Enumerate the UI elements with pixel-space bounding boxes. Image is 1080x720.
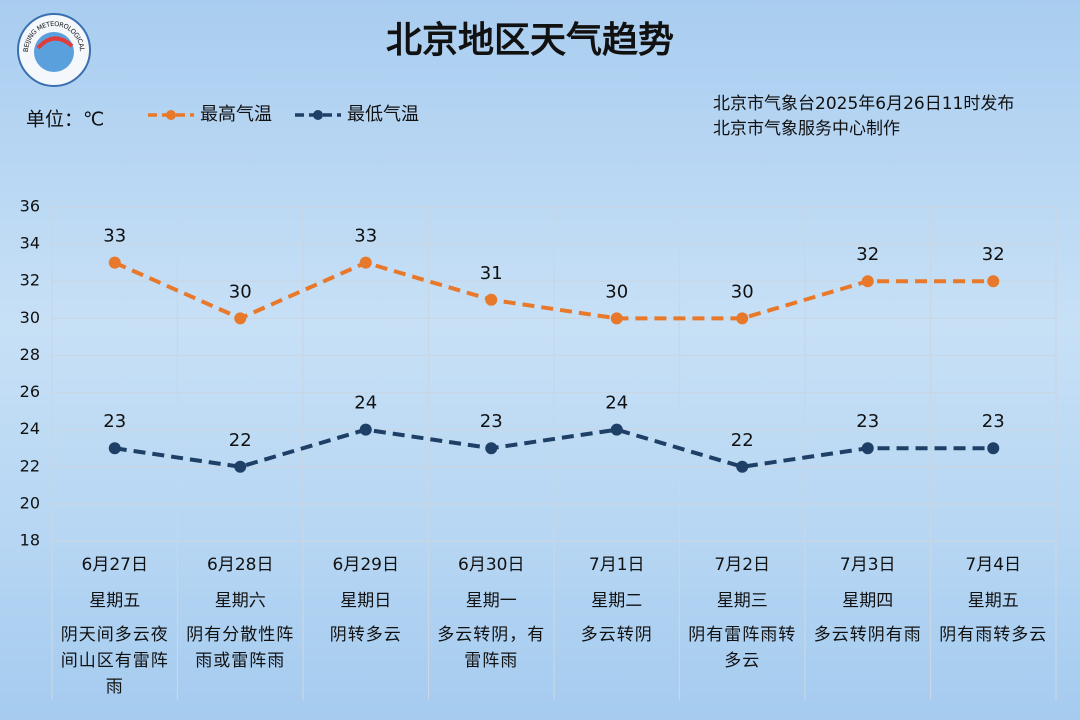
y-tick-label: 22	[20, 456, 40, 475]
y-tick-label: 20	[20, 493, 40, 512]
series-marker	[108, 256, 121, 269]
series-marker	[359, 423, 372, 436]
data-label: 23	[856, 411, 879, 432]
series-marker	[610, 312, 623, 325]
weather-cell: 多云转阴有雨	[813, 625, 922, 645]
y-tick-label: 24	[20, 419, 40, 438]
y-tick-label: 30	[20, 308, 40, 327]
x-tick-label: 6月29日	[333, 555, 399, 575]
chart-title: 北京地区天气趋势	[386, 19, 674, 61]
x-tick-label: 6月27日	[82, 555, 148, 575]
weekday-label: 星期三	[717, 591, 768, 611]
data-label: 23	[982, 411, 1005, 432]
legend-label: 最高气温	[200, 104, 272, 125]
weather-cell: 多云转阴，有雷阵雨	[437, 625, 546, 671]
weather-cell: 阴转多云	[329, 625, 402, 645]
x-tick-label: 7月2日	[714, 555, 770, 575]
data-label: 24	[354, 393, 377, 414]
y-tick-label: 26	[20, 382, 40, 401]
weekday-label: 星期一	[466, 591, 517, 611]
logo: BEIJING METEOROLOGICAL SERVICE	[0, 0, 91, 87]
weekday-label: 星期日	[340, 591, 391, 611]
weather-text: 阴有分散性阵雨或雷阵雨	[186, 625, 295, 671]
series-marker	[861, 275, 874, 288]
weather-text: 阴有雨转多云	[939, 625, 1048, 645]
weather-text: 多云转阴	[580, 625, 653, 645]
data-label: 31	[480, 263, 503, 284]
y-tick-label: 34	[20, 234, 40, 253]
series-marker	[485, 293, 498, 306]
data-label: 24	[605, 393, 628, 414]
issuer: 北京市气象台2025年6月26日11时发布	[713, 94, 1014, 114]
legend-label: 最低气温	[347, 104, 419, 125]
y-tick-label: 32	[20, 271, 40, 290]
weather-text: 阴有雷阵雨转多云	[688, 625, 797, 671]
series-line	[114, 427, 994, 469]
weather-cell: 多云转阴	[580, 625, 653, 645]
weather-text: 阴转多云	[329, 625, 402, 645]
data-label: 32	[856, 244, 879, 265]
weekday-label: 星期二	[591, 591, 642, 611]
data-label: 30	[229, 281, 252, 302]
data-label: 33	[103, 226, 126, 247]
weather-text: 多云转阴有雨	[813, 625, 922, 645]
x-tick-label: 7月4日	[965, 555, 1021, 575]
weekday-label: 星期五	[89, 591, 140, 611]
weather-text: 多云转阴，有雷阵雨	[437, 625, 546, 671]
logo-swoosh	[36, 36, 74, 50]
weather-cell: 阴有雷阵雨转多云	[688, 625, 797, 671]
x-tick-label: 7月1日	[589, 555, 645, 575]
legend-marker	[313, 110, 323, 120]
legend-marker	[166, 110, 176, 120]
series-marker	[234, 460, 247, 473]
weather-cell: 阴有雨转多云	[939, 625, 1048, 645]
series-marker	[987, 442, 1000, 455]
data-label: 22	[731, 430, 754, 451]
y-tick-label: 18	[20, 531, 40, 550]
weather-cell: 阴天间多云夜间山区有雷阵雨	[60, 625, 169, 697]
data-label: 23	[480, 411, 503, 432]
weather-text: 阴天间多云夜间山区有雷阵雨	[60, 625, 169, 697]
series-marker	[987, 275, 1000, 288]
data-label: 22	[229, 430, 252, 451]
series-marker	[736, 460, 749, 473]
weekday-label: 星期六	[215, 591, 266, 611]
x-tick-label: 7月3日	[840, 555, 896, 575]
data-label: 30	[731, 281, 754, 302]
producer: 北京市气象服务中心制作	[713, 119, 900, 139]
series-marker	[108, 442, 121, 455]
unit-label: 单位：℃	[26, 109, 104, 131]
weekday-label: 星期五	[968, 591, 1019, 611]
series-line	[113, 260, 994, 321]
weather-cell: 阴有分散性阵雨或雷阵雨	[186, 625, 295, 671]
x-tick-label: 6月30日	[458, 555, 524, 575]
series-marker	[234, 312, 247, 325]
series-marker	[610, 423, 623, 436]
series-marker	[861, 442, 874, 455]
weekday-label: 星期四	[842, 591, 893, 611]
x-tick-label: 6月28日	[207, 555, 273, 575]
series-marker	[736, 312, 749, 325]
data-label: 32	[982, 244, 1005, 265]
series-marker	[359, 256, 372, 269]
data-label: 33	[354, 226, 377, 247]
y-tick-label: 28	[20, 345, 40, 364]
data-label: 23	[103, 411, 126, 432]
y-tick-label: 36	[20, 197, 40, 216]
data-label: 30	[605, 281, 628, 302]
series-marker	[485, 442, 498, 455]
